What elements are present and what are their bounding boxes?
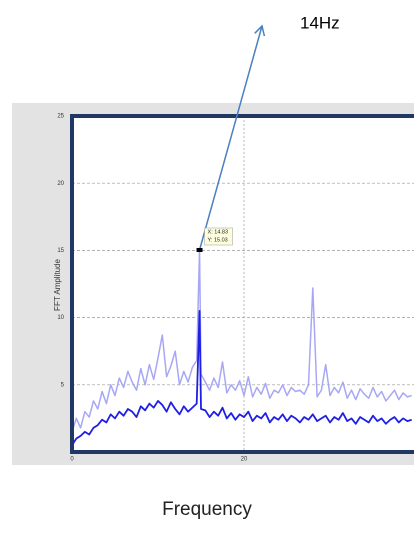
plot-frame — [70, 114, 414, 454]
series-line — [72, 249, 412, 433]
y-axis-label: FFT Amplitude — [53, 259, 62, 311]
plot-lines — [72, 249, 412, 446]
datatip-marker — [196, 247, 203, 252]
plot-area — [72, 116, 414, 452]
annotation: X: 14.83 Y: 15.03 — [196, 24, 266, 252]
datatip-box — [204, 227, 233, 246]
datatip-text: X: 14.83 — [208, 229, 229, 235]
x-tick-label: 20 — [241, 457, 248, 463]
series-line — [72, 309, 412, 446]
y-tick-label: 25 — [57, 114, 64, 120]
y-tick-label: 20 — [57, 181, 64, 187]
y-tick-label: 5 — [61, 382, 65, 388]
x-tick-label: 0 — [70, 457, 74, 463]
callout-arrow — [198, 24, 266, 251]
y-tick-label: 15 — [57, 248, 64, 254]
datatip-text: Y: 15.03 — [208, 237, 228, 243]
ticks: 5 10 15 20 25 0 20 — [57, 114, 248, 463]
callout-label: 14Hz — [300, 13, 340, 32]
y-tick-label: 10 — [57, 315, 64, 321]
x-axis-label: Frequency — [162, 499, 252, 520]
